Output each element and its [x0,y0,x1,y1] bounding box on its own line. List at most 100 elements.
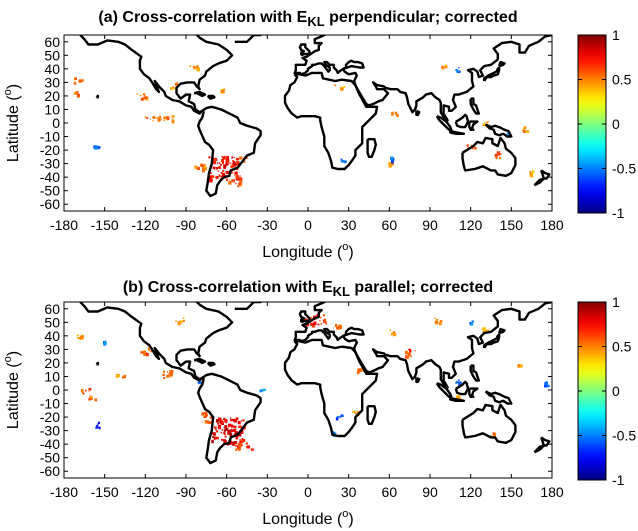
positive-correlation-region [194,163,208,173]
x-tick-label: 150 [500,217,524,233]
positive-correlation-cell [220,163,222,166]
negative-correlation-cell [546,381,548,383]
positive-correlation-cell [495,156,498,160]
positive-correlation-cell [77,93,81,97]
positive-correlation-cell [212,433,214,435]
positive-correlation-cell [336,326,340,330]
colorbar-tick-label: 0.5 [612,72,632,88]
positive-correlation-cell [250,448,254,451]
positive-correlation-cell [145,352,147,355]
negative-correlation-cell [343,160,347,164]
positive-correlation-cell [220,89,224,93]
positive-correlation-cell [182,317,185,319]
positive-correlation-cell [225,171,228,174]
positive-correlation-cell [147,347,151,351]
positive-correlation-cell [201,413,205,416]
positive-correlation-cell [220,438,224,441]
positive-correlation-cell [144,96,148,99]
positive-correlation-cell [229,162,232,164]
positive-correlation-cell [224,419,228,423]
colorbar-tick-label: 0.5 [612,339,632,355]
plot-area [64,35,552,211]
y-tick-label: 40 [44,328,60,344]
positive-correlation-region [388,162,394,168]
negative-correlation-region [543,381,550,388]
x-axis-label: Longitude (o) [262,508,354,528]
positive-correlation-cell [529,173,534,178]
positive-correlation-cell [334,84,336,87]
positive-correlation-cell [310,322,314,326]
positive-correlation-cell [140,351,144,354]
negative-correlation-cell [458,66,460,69]
negative-correlation-cell [544,383,547,385]
positive-correlation-cell [201,164,205,168]
positive-correlation-cell [306,322,310,327]
positive-correlation-cell [390,165,392,168]
x-tick-label: 60 [382,484,398,500]
positive-correlation-cell [408,348,412,352]
negative-correlation-cell [507,133,509,136]
negative-correlation-cell [97,421,100,425]
positive-correlation-cell [238,441,240,443]
positive-correlation-cell [235,436,238,440]
positive-correlation-cell [234,163,237,166]
negative-correlation-cell [197,381,200,384]
positive-correlation-cell [456,395,458,397]
positive-correlation-region [162,369,174,379]
coastline [197,372,262,465]
positive-correlation-cell [223,429,227,432]
negative-correlation-cell [96,426,99,429]
positive-correlation-cell [392,333,397,337]
positive-correlation-cell [239,177,243,181]
positive-correlation-cell [231,180,235,183]
positive-correlation-cell [84,389,87,392]
positive-correlation-cell [215,428,217,431]
positive-correlation-cell [414,350,417,352]
positive-correlation-cell [410,350,412,353]
title-subscript: KL [333,284,350,299]
positive-correlation-cell [221,155,223,158]
y-tick-label: 30 [44,74,60,90]
positive-correlation-cell [410,355,413,358]
coastline [483,333,501,349]
positive-correlation-cell [204,411,208,415]
negative-correlation-region [93,145,101,150]
positive-correlation-cell [117,374,121,377]
coastline [533,444,546,454]
positive-correlation-cell [237,445,239,447]
positive-correlation-cell [80,79,84,82]
positive-correlation-cell [233,156,235,158]
coastline [298,43,311,57]
positive-correlation-cell [474,146,477,150]
coastline [449,129,466,135]
positive-correlation-region [389,329,397,337]
positive-correlation-cell [169,370,173,374]
positive-correlation-cell [439,319,443,323]
x-tick-label: 60 [382,217,398,233]
positive-correlation-cell [340,86,343,89]
positive-correlation-cell [352,411,355,413]
positive-correlation-cell [239,440,242,443]
positive-correlation-cell [203,166,208,171]
positive-correlation-cell [231,430,234,433]
positive-correlation-region [356,367,364,375]
positive-correlation-cell [483,329,487,334]
positive-correlation-cell [213,436,217,440]
positive-correlation-cell [157,118,161,122]
positive-correlation-cell [322,322,325,324]
plot-background [64,35,552,211]
positive-correlation-cell [227,443,230,446]
positive-correlation-cell [237,185,240,188]
colorbar-tick-label: -1 [612,472,625,488]
coastline [469,97,480,115]
negative-correlation-cell [506,132,509,134]
coastline [483,66,501,82]
y-tick-label: 60 [44,34,60,50]
positive-correlation-cell [240,439,244,444]
x-tick-label: -150 [91,484,119,500]
positive-correlation-cell [166,374,170,378]
positive-correlation-cell [388,162,392,165]
positive-correlation-cell [238,425,242,429]
negative-correlation-cell [259,389,263,393]
positive-correlation-cell [230,428,233,431]
